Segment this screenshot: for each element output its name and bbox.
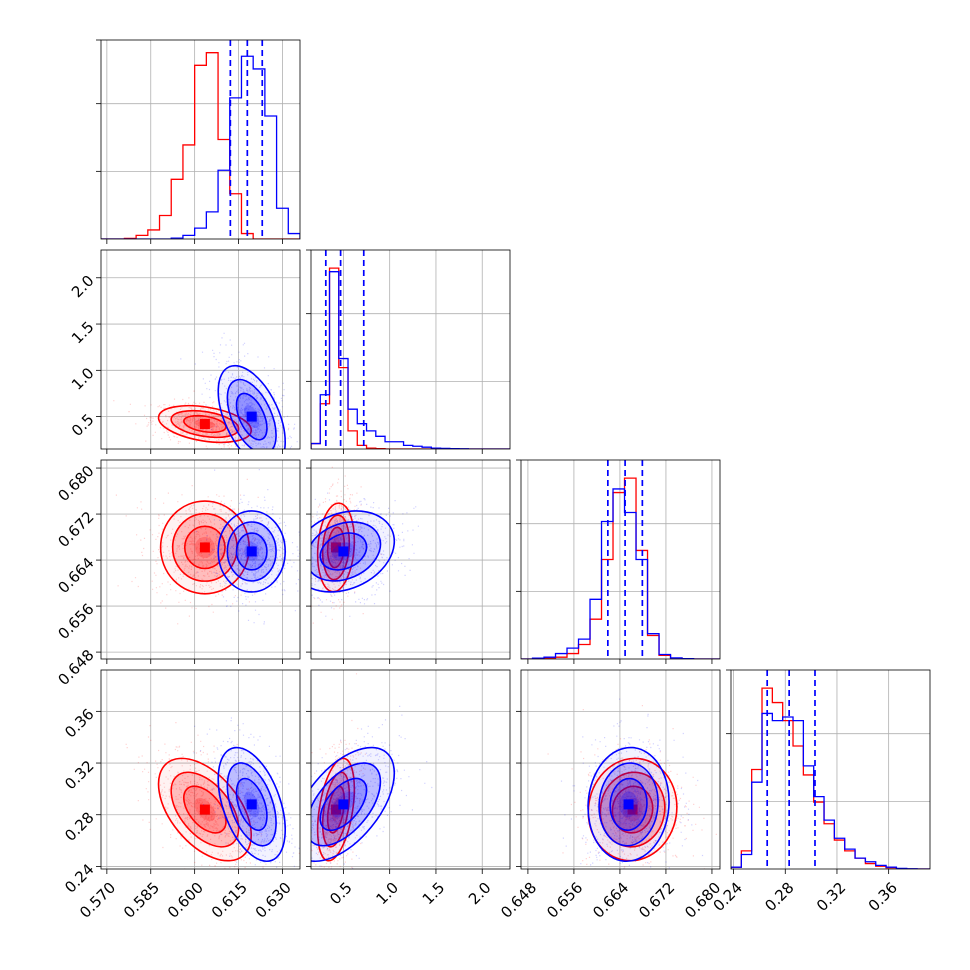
panel-2-0: [96, 459, 301, 664]
peak-blue: [246, 546, 257, 557]
panel-frame: [730, 669, 931, 870]
panel-frame: [310, 669, 511, 870]
panel-frame: [520, 459, 721, 660]
peak-red: [330, 542, 341, 553]
histogram-blue: [731, 712, 930, 869]
panel-content-0-0: [101, 40, 300, 239]
panel-content-2-0: [101, 460, 300, 659]
y-tick-label: 0.680: [54, 462, 97, 505]
panel-2-1: [306, 459, 511, 664]
panel-content-3-3: [731, 670, 930, 869]
peak-blue: [623, 799, 634, 810]
panel-content-1-0: [101, 250, 300, 449]
x-tick-label: 0.664: [589, 879, 632, 922]
x-tick-label: 1.0: [372, 879, 402, 909]
x-tick-label: 0.648: [497, 879, 540, 922]
scatter-blue: [311, 705, 433, 869]
x-tick-label: 0.630: [252, 879, 295, 922]
panel-frame: [100, 669, 301, 870]
y-tick-label: 1.5: [68, 318, 98, 348]
panel-0-0: [96, 39, 301, 244]
peak-red: [199, 804, 210, 815]
panel-frame: [520, 669, 721, 870]
y-tick-label: 0.32: [61, 757, 97, 793]
y-tick-label: 0.36: [61, 705, 97, 741]
x-tick-label: 0.32: [813, 879, 849, 915]
panel-frame: [310, 249, 511, 450]
peak-red: [199, 419, 210, 430]
panel-3-2: [516, 669, 721, 874]
peak-red: [627, 804, 638, 815]
x-tick-label: 2.0: [465, 879, 495, 909]
peak-blue: [338, 546, 349, 557]
y-tick-label: 0.648: [54, 646, 97, 689]
panel-content-1-1: [311, 250, 510, 449]
y-tick-label: 0.656: [54, 600, 97, 643]
panel-content-2-1: [311, 460, 510, 659]
peak-red: [199, 542, 210, 553]
panel-content-3-1: [311, 670, 510, 869]
panel-1-0: [96, 249, 301, 454]
histogram-red: [731, 687, 930, 869]
x-tick-label: 0.615: [208, 879, 251, 922]
panel-frame: [100, 249, 301, 450]
x-tick-label: 0.585: [120, 879, 163, 922]
panel-frame: [310, 459, 511, 660]
peak-blue: [246, 411, 257, 422]
panel-1-1: [306, 249, 511, 454]
panel-content-3-2: [521, 670, 720, 869]
x-tick-label: 0.656: [543, 879, 586, 922]
panel-frame: [100, 459, 301, 660]
x-tick-label: 1.5: [419, 879, 449, 909]
panel-3-1: [306, 669, 511, 874]
panel-3-0: [96, 669, 301, 874]
y-tick-label: 0.28: [61, 809, 97, 845]
panel-2-2: [516, 459, 721, 664]
x-tick-label: 0.5: [326, 879, 356, 909]
y-tick-label: 1.0: [68, 364, 98, 394]
y-tick-label: 2.0: [68, 272, 98, 302]
scatter-red: [547, 705, 717, 869]
x-tick-label: 0.672: [635, 879, 678, 922]
peak-blue: [246, 799, 257, 810]
peak-red: [330, 804, 341, 815]
panel-frame: [100, 39, 301, 240]
histogram-red: [101, 52, 300, 239]
panel-content-3-0: [101, 670, 300, 869]
histogram-red: [521, 477, 720, 659]
histogram-blue: [101, 55, 300, 239]
y-tick-label: 0.5: [68, 410, 98, 440]
histogram-blue: [521, 488, 720, 659]
y-tick-label: 0.24: [61, 860, 97, 896]
x-tick-label: 0.36: [865, 879, 901, 915]
y-tick-label: 0.664: [54, 554, 97, 597]
peak-blue: [338, 799, 349, 810]
y-tick-label: 0.672: [54, 508, 97, 551]
panel-content-2-2: [521, 460, 720, 659]
x-tick-label: 0.28: [761, 879, 797, 915]
x-tick-label: 0.600: [164, 879, 207, 922]
panel-3-3: [726, 669, 931, 874]
